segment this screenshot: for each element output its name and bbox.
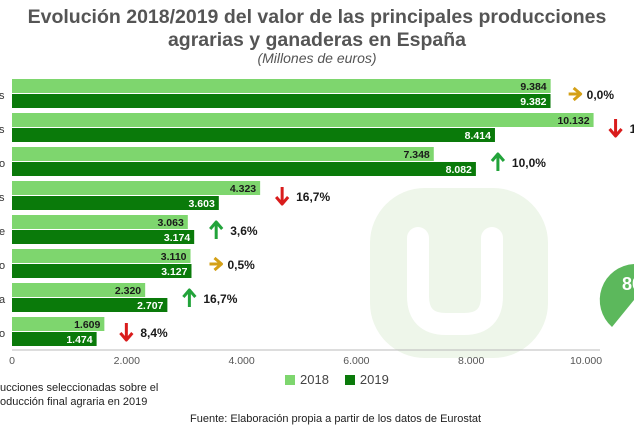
bar-2018-2 bbox=[12, 147, 434, 161]
change-label-7: 8,4% bbox=[140, 326, 168, 340]
pie-chart-slice bbox=[599, 264, 634, 327]
arrow-up-icon bbox=[490, 152, 506, 171]
legend-label-2019: 2019 bbox=[359, 372, 389, 387]
bar-label-2018-4: 3.063 bbox=[158, 217, 184, 229]
change-label-0: 0,0% bbox=[587, 88, 615, 102]
legend-item-2018: 2018 bbox=[285, 372, 329, 387]
bar-2019-3 bbox=[12, 196, 219, 210]
arrow-up-icon bbox=[182, 288, 197, 307]
x-tick-label: 8.000 bbox=[458, 355, 484, 367]
arrow-flat-icon bbox=[209, 256, 223, 272]
arrow-flat-icon bbox=[568, 86, 583, 102]
bar-label-2019-4: 3.174 bbox=[164, 232, 190, 244]
bar-2018-1 bbox=[12, 113, 594, 127]
arrow-down-icon bbox=[119, 323, 134, 342]
source-note: Fuente: Elaboración propia a partir de l… bbox=[190, 413, 482, 425]
x-tick-label: 2.000 bbox=[114, 355, 140, 367]
chart-title-line-1: Evolución 2018/2019 del valor de las pri… bbox=[27, 6, 607, 28]
pie-note: ucciones seleccionadas sobre el oducción… bbox=[0, 381, 158, 409]
bar-label-2018-3: 4.323 bbox=[230, 183, 256, 195]
annotation-layer: 9.384 9.382 s 0,0% 10.132 8.414 s 1 7.348 8.082 o 1… bbox=[0, 81, 634, 346]
bar-label-2019-0: 9.382 bbox=[520, 96, 546, 108]
chart-title-line-2: agrarias y ganaderas en España bbox=[167, 29, 467, 51]
bar-label-2019-3: 3.603 bbox=[189, 198, 215, 210]
legend-item-2019: 2019 bbox=[344, 372, 389, 387]
bar-label-2019-5: 3.127 bbox=[161, 266, 187, 278]
x-tick-label: 10.000 bbox=[570, 355, 602, 367]
legend-swatch-2018 bbox=[285, 374, 295, 385]
change-label-5: 0,5% bbox=[227, 258, 255, 272]
change-label-4: 3,6% bbox=[230, 224, 258, 238]
bar-label-2019-1: 8.414 bbox=[465, 130, 491, 142]
bar-2019-6 bbox=[12, 298, 168, 312]
watermark-logo-mark bbox=[407, 227, 503, 335]
category-label-7: o bbox=[0, 328, 5, 340]
change-label-1: 1 bbox=[630, 122, 634, 136]
arrow-up-icon bbox=[209, 220, 224, 239]
bar-2018-0 bbox=[12, 79, 551, 93]
bar-2019-7 bbox=[12, 332, 97, 346]
category-label-0: s bbox=[0, 90, 5, 102]
bar-label-2019-2: 8.082 bbox=[446, 164, 472, 176]
axis-layer: 0 2.000 4.000 6.000 8.000 10.000 bbox=[9, 349, 602, 367]
legend-swatch-2019 bbox=[344, 374, 355, 385]
arrow-down-icon bbox=[608, 119, 623, 138]
arrow-down-icon bbox=[275, 187, 290, 206]
x-tick-label: 4.000 bbox=[228, 355, 254, 367]
bar-2019-1 bbox=[12, 128, 495, 142]
bar-label-2018-1: 10.132 bbox=[557, 115, 589, 127]
chart-title: Evolución 2018/2019 del valor de las pri… bbox=[0, 6, 634, 52]
x-tick-label: 6.000 bbox=[343, 355, 369, 367]
bar-label-2018-5: 3.110 bbox=[161, 251, 187, 263]
change-label-2: 10,0% bbox=[512, 156, 546, 170]
bar-2019-5 bbox=[12, 264, 192, 278]
bar-label-2018-0: 9.384 bbox=[520, 81, 546, 93]
legend-label-2018: 2018 bbox=[300, 372, 329, 387]
category-label-6: a bbox=[0, 294, 6, 306]
bars-layer bbox=[12, 79, 594, 346]
bar-2018-7 bbox=[12, 317, 105, 331]
x-tick-label: 0 bbox=[9, 355, 15, 367]
bar-label-2018-2: 7.348 bbox=[403, 149, 429, 161]
change-label-3: 16,7% bbox=[296, 190, 330, 204]
change-label-6: 16,7% bbox=[203, 292, 237, 306]
bar-2019-0 bbox=[12, 94, 551, 108]
background-layer: 80 bbox=[370, 188, 634, 358]
bar-label-2019-7: 1.474 bbox=[66, 334, 92, 346]
category-label-1: s bbox=[0, 124, 5, 136]
bar-label-2019-6: 2.707 bbox=[137, 300, 163, 312]
legend: 2018 2019 bbox=[285, 372, 389, 387]
bar-label-2018-6: 2.320 bbox=[115, 285, 141, 297]
bar-2018-4 bbox=[12, 215, 188, 229]
pie-note-line-2: oducción final agraria en 2019 bbox=[0, 396, 148, 408]
chart-subtitle: (Millones de euros) bbox=[257, 50, 377, 66]
bar-label-2018-7: 1.609 bbox=[74, 319, 100, 331]
bar-2018-6 bbox=[12, 283, 146, 297]
pie-note-line-1: ucciones seleccionadas sobre el bbox=[0, 382, 159, 394]
pie-chart-label: 80 bbox=[622, 274, 634, 294]
bar-2018-5 bbox=[12, 249, 191, 263]
category-label-2: o bbox=[0, 158, 5, 170]
bar-2019-2 bbox=[12, 162, 476, 176]
category-label-4: e bbox=[0, 226, 5, 238]
bar-2019-4 bbox=[12, 230, 195, 244]
bar-2018-3 bbox=[12, 181, 261, 195]
category-label-3: s bbox=[0, 192, 5, 204]
category-label-5: o bbox=[0, 260, 5, 272]
